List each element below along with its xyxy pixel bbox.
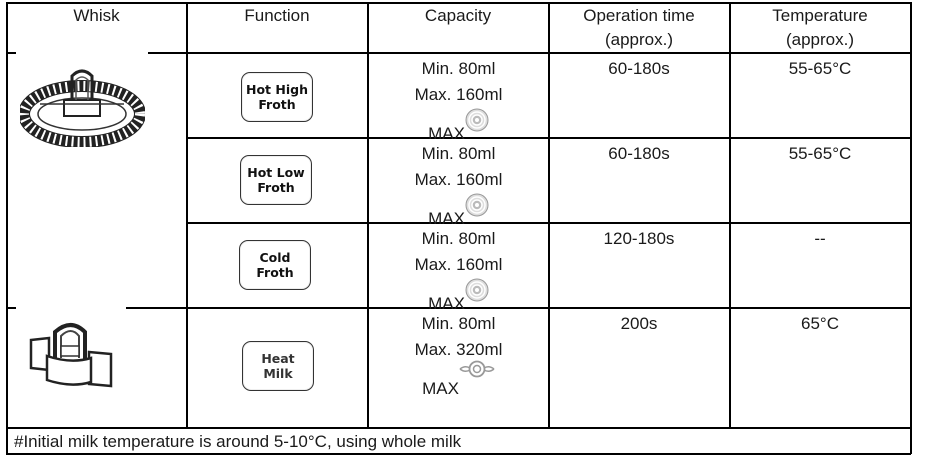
capacity-min: Min. 80ml: [421, 59, 496, 78]
capacity-cell-row-3: Min. 80ml Max. 160ml MAX: [368, 226, 549, 313]
capacity-cell-row-2: Min. 80ml Max. 160ml MAX: [368, 141, 549, 228]
header-operation-time-line2: (approx.): [604, 30, 674, 49]
row-divider-2: [186, 222, 911, 224]
frothing-coil-whisk-icon: [18, 62, 146, 148]
capacity-max: Max. 320ml: [414, 340, 503, 359]
hot-high-froth-button[interactable]: Hot High Froth: [241, 72, 313, 122]
header-function: Function: [244, 6, 310, 25]
capacity-cell-row-4: Min. 80ml Max. 320ml MAX: [368, 311, 549, 398]
max-label: MAX: [428, 294, 465, 313]
heat-milk-button[interactable]: Heat Milk: [242, 341, 314, 391]
operation-time-row-4: 200s: [620, 314, 658, 333]
operation-time-row-3: 120-180s: [603, 229, 675, 248]
capacity-max: Max. 160ml: [414, 170, 503, 189]
temperature-row-2: 55-65°C: [788, 144, 852, 163]
hot-low-froth-label-1: Hot Low: [247, 165, 305, 180]
temperature-row-1: 55-65°C: [788, 59, 852, 78]
row-divider-3a: [6, 307, 16, 309]
heating-stirrer-whisk-icon: [25, 318, 117, 393]
table-border-right: [910, 2, 912, 454]
footnote: #Initial milk temperature is around 5-10…: [14, 432, 462, 451]
hot-high-froth-label-2: Froth: [258, 97, 296, 112]
froth-max-marker-icon: [465, 108, 489, 140]
table-border-left: [6, 2, 8, 454]
hot-low-froth-label-2: Froth: [257, 180, 295, 195]
capacity-cell-row-1: Min. 80ml Max. 160ml MAX: [368, 56, 549, 143]
col-divider-1: [186, 2, 188, 428]
cold-froth-label-1: Cold: [259, 250, 291, 265]
capacity-min: Min. 80ml: [421, 144, 496, 163]
row-divider-3b: [126, 307, 911, 309]
max-label: MAX: [428, 209, 465, 228]
header-operation-time-line1: Operation time: [583, 6, 695, 25]
capacity-max: Max. 160ml: [414, 85, 503, 104]
cold-froth-label-2: Froth: [256, 265, 294, 280]
col-divider-3: [548, 2, 550, 428]
temperature-row-4: 65°C: [801, 314, 839, 333]
hot-low-froth-button[interactable]: Hot Low Froth: [240, 155, 312, 205]
operation-time-row-2: 60-180s: [608, 144, 670, 163]
table-border-top: [6, 2, 911, 4]
capacity-min: Min. 80ml: [421, 314, 496, 333]
col-divider-2: [367, 2, 369, 428]
header-divider-b: [148, 52, 911, 54]
temperature-row-3: --: [814, 229, 826, 248]
table-border-bottom: [6, 453, 911, 455]
froth-max-marker-icon: [465, 278, 489, 310]
header-capacity: Capacity: [424, 6, 492, 25]
capacity-min: Min. 80ml: [421, 229, 496, 248]
row-divider-1: [186, 137, 911, 139]
heat-milk-label-2: Milk: [263, 366, 293, 381]
header-operation-time: Operation time (approx.): [549, 4, 729, 52]
note-divider: [6, 427, 911, 429]
header-temperature: Temperature (approx.): [730, 4, 910, 52]
header-temperature-line1: Temperature: [772, 6, 868, 25]
header-divider-a: [6, 52, 16, 54]
header-temperature-line2: (approx.): [785, 30, 855, 49]
cold-froth-button[interactable]: Cold Froth: [239, 240, 311, 290]
max-label: MAX: [422, 379, 459, 398]
col-divider-4: [729, 2, 731, 428]
header-whisk: Whisk: [73, 6, 120, 25]
hot-high-froth-label-1: Hot High: [246, 82, 308, 97]
capacity-max: Max. 160ml: [414, 255, 503, 274]
froth-max-marker-icon: [465, 193, 489, 225]
max-label: MAX: [428, 124, 465, 143]
operation-time-row-1: 60-180s: [608, 59, 670, 78]
heat-max-marker-icon: [459, 359, 495, 387]
heat-milk-label-1: Heat: [261, 351, 295, 366]
